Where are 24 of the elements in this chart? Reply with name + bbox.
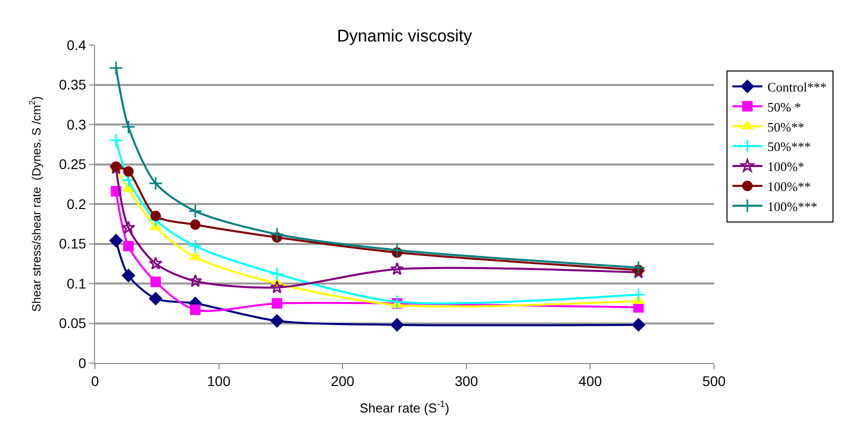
y-tick-label: 0.3 [66, 116, 86, 132]
x-tick-label: 0 [91, 372, 100, 389]
x-tick-label: 100 [207, 372, 231, 389]
chart-title: Dynamic viscosity [336, 26, 473, 46]
x-tick-label: 500 [702, 372, 726, 389]
legend-label: 100%* [767, 159, 804, 174]
legend-label: 50%** [767, 119, 804, 134]
y-tick-label: 0.4 [66, 36, 86, 53]
y-tick-label: 0 [78, 354, 86, 371]
y-tick-label: 0.15 [58, 236, 86, 252]
x-tick-label: 200 [330, 372, 354, 389]
x-tick-label: 300 [454, 372, 478, 389]
legend-label: 100%** [767, 178, 811, 194]
y-tick-label: 0.05 [58, 315, 86, 332]
x-axis-title: Shear rate (S$^{-1}$) [360, 398, 450, 416]
legend-label: 50% * [767, 99, 801, 114]
legend-label: 50%*** [767, 139, 811, 154]
legend-label: Control*** [767, 79, 827, 94]
y-tick-label: 0.25 [58, 156, 86, 172]
x-tick-label: 400 [578, 372, 602, 389]
y-tick-label: 0.1 [66, 275, 86, 292]
legend-label: 100%*** [767, 198, 818, 214]
y-tick-label: 0.2 [66, 196, 86, 212]
y-tick-label: 0.35 [58, 76, 86, 93]
